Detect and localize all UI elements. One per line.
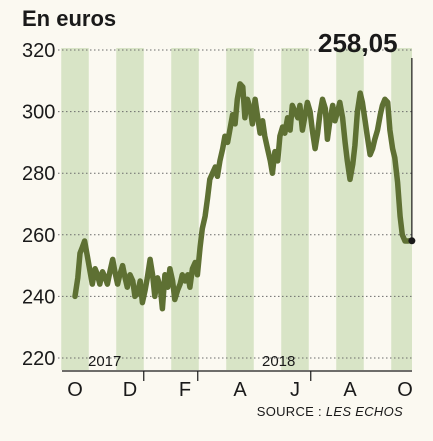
series-layer xyxy=(72,58,416,312)
y-axis: 220 240 260 280 300 320 xyxy=(22,40,55,370)
y-tick-label: 280 xyxy=(22,163,55,185)
x-tick-label: A xyxy=(343,379,357,401)
x-tick-label: D xyxy=(123,379,137,401)
month-band xyxy=(61,48,89,370)
y-tick-label: 320 xyxy=(22,40,55,62)
y-tick-label: 240 xyxy=(22,286,55,308)
x-tick-label: F xyxy=(179,379,191,401)
month-band xyxy=(281,48,309,370)
source-prefix: SOURCE : xyxy=(257,404,326,419)
last-value-label: 258,05 xyxy=(318,28,398,58)
last-value-marker xyxy=(408,237,416,245)
year-label: 2017 xyxy=(88,353,121,370)
x-axis: O D F A J A O 2017 2018 xyxy=(62,353,413,401)
x-tick-label: O xyxy=(397,379,413,401)
month-band xyxy=(171,48,199,370)
y-tick-label: 220 xyxy=(22,348,55,370)
year-label: 2018 xyxy=(262,353,295,370)
x-tick-label: A xyxy=(233,379,247,401)
month-band xyxy=(116,48,144,370)
x-tick-label: J xyxy=(290,379,300,401)
source-name: LES ECHOS xyxy=(326,404,403,419)
series-line xyxy=(72,81,415,312)
source-label: SOURCE : LES ECHOS xyxy=(257,404,403,419)
y-tick-label: 300 xyxy=(22,102,55,124)
y-tick-label: 260 xyxy=(22,225,55,247)
unit-label: En euros xyxy=(22,6,116,31)
x-tick-label: O xyxy=(67,379,83,401)
